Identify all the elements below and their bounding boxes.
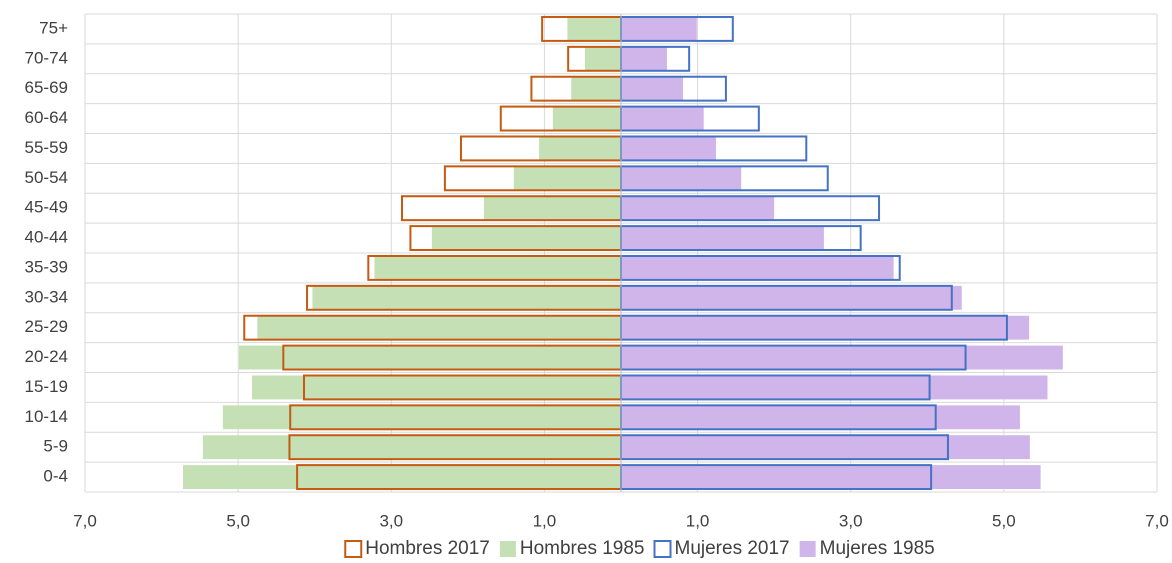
bar [585, 46, 621, 71]
y-tick-label: 10-14 [25, 407, 68, 426]
bar [621, 465, 1041, 490]
bar [539, 136, 621, 161]
bar [621, 285, 962, 310]
y-tick-label: 5-9 [43, 437, 68, 456]
y-tick-label: 45-49 [25, 198, 68, 217]
y-tick-label: 60-64 [25, 108, 68, 127]
legend-label: Mujeres 1985 [820, 538, 935, 559]
x-tick-label: 3,0 [379, 511, 403, 530]
y-tick-label: 35-39 [25, 257, 68, 276]
bar [621, 196, 775, 221]
bar [621, 106, 704, 131]
bar [483, 196, 621, 221]
bar [621, 76, 684, 101]
x-tick-label: 7,0 [1145, 511, 1169, 530]
bar [202, 435, 622, 460]
x-tick-label: 1,0 [686, 511, 710, 530]
x-tick-label: 1,0 [533, 511, 557, 530]
bar [621, 166, 742, 191]
bar [621, 375, 1048, 400]
legend-swatch [653, 540, 672, 558]
bar [621, 345, 1063, 370]
bar [621, 226, 824, 251]
y-tick-label: 20-24 [25, 347, 68, 366]
y-tick-label: 50-54 [25, 168, 68, 187]
bar [571, 76, 621, 101]
bar [621, 405, 1020, 430]
y-tick-label: 70-74 [25, 48, 68, 67]
legend-swatch [499, 541, 516, 557]
y-tick-label: 75+ [39, 18, 68, 37]
bar [257, 315, 621, 340]
x-tick-label: 3,0 [839, 511, 863, 530]
bar [621, 315, 1030, 340]
bar [251, 375, 621, 400]
legend-label: Mujeres 2017 [675, 538, 790, 559]
x-tick-label: 5,0 [992, 511, 1016, 530]
bar [621, 16, 697, 41]
bar [567, 16, 621, 41]
y-tick-label: 55-59 [25, 138, 68, 157]
bar [183, 465, 622, 490]
legend-swatch [344, 540, 363, 558]
x-tick-label: 7,0 [73, 511, 97, 530]
bar [431, 226, 621, 251]
bar [552, 106, 621, 131]
bar [621, 46, 667, 71]
y-tick-label: 0-4 [43, 467, 68, 486]
bar [374, 255, 621, 280]
legend-label: Hombres 1985 [520, 538, 645, 559]
legend-label: Hombres 2017 [365, 538, 490, 559]
y-tick-label: 25-29 [25, 317, 68, 336]
bar [513, 166, 621, 191]
bar [238, 345, 621, 370]
bar [621, 435, 1030, 460]
bar [312, 285, 621, 310]
legend-swatch [799, 541, 816, 557]
y-tick-label: 15-19 [25, 377, 68, 396]
y-tick-label: 65-69 [25, 78, 68, 97]
y-tick-label: 40-44 [25, 228, 68, 247]
bar [621, 136, 716, 161]
x-tick-label: 5,0 [226, 511, 250, 530]
bar [621, 255, 894, 280]
bar [222, 405, 622, 430]
y-tick-label: 30-34 [25, 287, 68, 306]
